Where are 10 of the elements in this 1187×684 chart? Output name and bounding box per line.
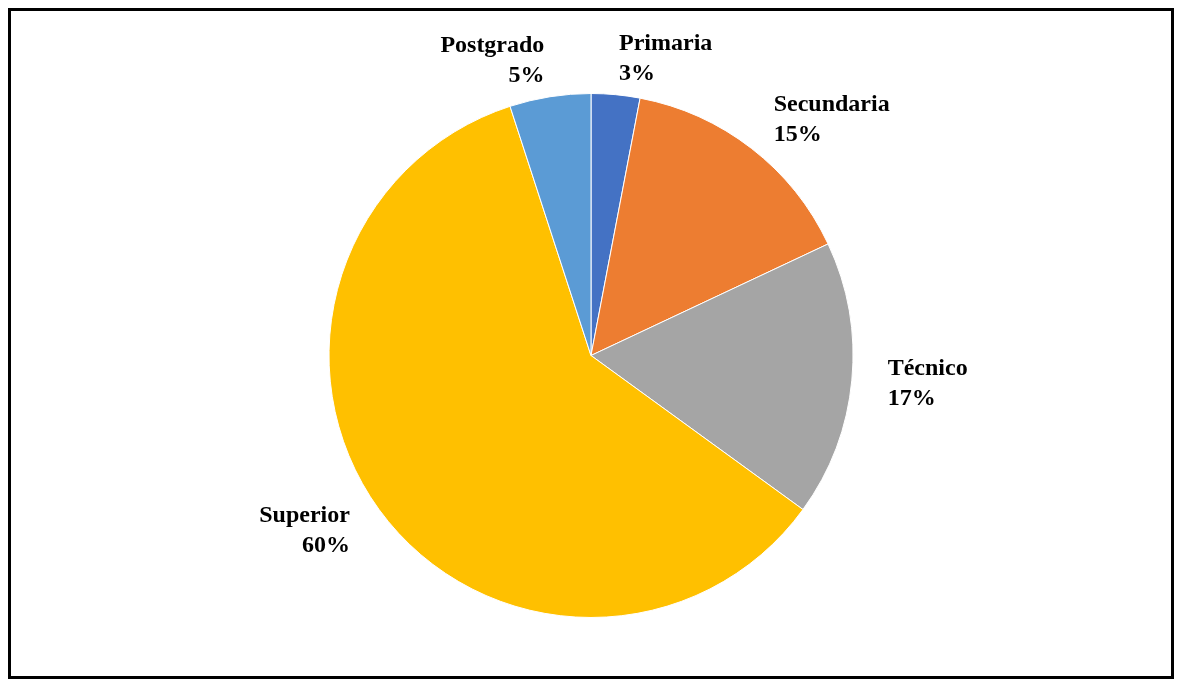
slice-label: Superior [259, 500, 351, 527]
data-label: 5% [508, 61, 545, 88]
slice-label: Secundaria [773, 90, 890, 117]
data-label: 3% [619, 59, 656, 86]
slice-label: Primaria [619, 29, 713, 56]
slice-label: Técnico [887, 353, 968, 380]
data-label: 60% [301, 530, 350, 557]
data-label: 15% [773, 120, 822, 147]
data-label: 17% [887, 383, 936, 410]
slice-label: Postgrado [440, 31, 545, 58]
